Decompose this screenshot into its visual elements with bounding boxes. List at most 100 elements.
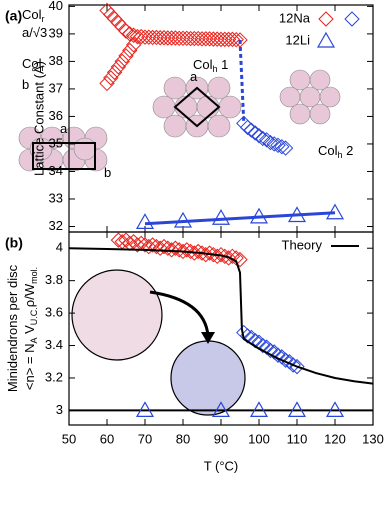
data-point — [287, 401, 307, 418]
data-point — [211, 401, 231, 418]
y-tick-label: 34 — [49, 163, 63, 178]
data-point — [186, 30, 203, 47]
x-tick-label: 90 — [214, 431, 228, 446]
data-point — [217, 31, 233, 48]
data-point — [152, 30, 168, 46]
data-point — [251, 127, 267, 144]
annotation-text: Col — [22, 56, 42, 71]
data-point — [129, 28, 146, 45]
data-point — [209, 31, 225, 47]
data-point — [186, 245, 203, 261]
y-tick-label: 37 — [49, 80, 63, 95]
annotation-text: b — [22, 77, 29, 92]
data-point — [144, 237, 161, 253]
annotation-subscript: r — [42, 14, 45, 24]
x-tick-label: 100 — [248, 431, 270, 446]
annotation: a — [190, 69, 198, 84]
data-point — [232, 32, 248, 48]
data-point — [213, 246, 229, 263]
data-point — [135, 213, 155, 229]
data-point — [270, 137, 286, 154]
annotation-text: 2 — [343, 143, 354, 158]
data-point — [224, 248, 241, 265]
data-point — [103, 6, 119, 23]
data-point — [122, 26, 138, 42]
annotation: b — [22, 77, 29, 92]
data-point — [114, 53, 130, 70]
data-point — [182, 30, 199, 47]
y-axis-label-part: <n> = N — [22, 343, 37, 390]
annotation-text: a — [60, 121, 68, 136]
data-point — [274, 138, 290, 155]
data-point — [228, 250, 244, 266]
data-point — [148, 29, 165, 46]
data-point — [135, 401, 155, 418]
data-point — [118, 48, 134, 64]
data-point — [99, 75, 115, 92]
annotation-text: a — [190, 69, 198, 84]
x-tick-label: 110 — [287, 431, 308, 446]
annotation-text: 1 — [218, 57, 229, 72]
data-point — [114, 19, 130, 35]
legend-symbol — [316, 31, 336, 48]
data-point — [228, 31, 244, 48]
y-axis-label-part: Minidendrons per disc — [5, 264, 20, 392]
data-point — [125, 37, 142, 53]
data-point — [129, 237, 146, 253]
data-point — [175, 243, 191, 260]
y-tick-label: 39 — [49, 25, 63, 40]
data-point — [262, 342, 279, 359]
y-tick-label: 35 — [49, 135, 63, 150]
data-point — [110, 15, 127, 31]
data-line — [144, 211, 336, 226]
data-point — [106, 64, 123, 81]
y-axis-label-part: V — [22, 325, 37, 338]
data-point — [167, 240, 184, 256]
data-point — [163, 30, 180, 46]
legend-symbol — [344, 11, 360, 27]
annotation-text: Col — [193, 57, 213, 72]
unit-cell — [32, 142, 96, 170]
y-tick-label: 38 — [49, 53, 63, 68]
annotation: Colh 1 — [193, 57, 228, 74]
panel-label: (a) — [5, 8, 22, 24]
y-tick-label: 3.2 — [45, 369, 63, 384]
annotation: a — [60, 121, 68, 136]
data-point — [160, 240, 176, 256]
data-point — [190, 243, 206, 260]
data-point — [325, 401, 345, 418]
data-point — [148, 238, 165, 255]
y-tick-label: 32 — [49, 218, 63, 233]
data-point — [201, 31, 218, 47]
data-point — [167, 30, 184, 46]
annotation: Colh 2 — [318, 143, 353, 160]
y-tick-label: 33 — [49, 190, 63, 205]
annotation-subscript: r — [42, 63, 45, 73]
y-axis-label: <n> = NA VU.C.ρ/Wmol. — [22, 267, 39, 390]
legend-label: 12Na — [279, 10, 311, 25]
data-point — [239, 119, 256, 136]
data-point — [255, 337, 271, 354]
data-point — [141, 238, 157, 255]
y-tick-label: 3.4 — [45, 337, 63, 352]
data-point — [205, 246, 222, 263]
annotation-text: Col — [318, 143, 338, 158]
legend-label: Theory — [282, 237, 323, 252]
data-point — [103, 70, 119, 86]
y-axis-label-part: mol. — [29, 267, 39, 284]
data-point — [258, 132, 275, 148]
x-tick-label: 60 — [100, 431, 114, 446]
annotation: Colr — [22, 7, 45, 24]
data-point — [213, 31, 229, 48]
x-tick-label: 50 — [62, 431, 76, 446]
legend-label: 12Li — [285, 32, 310, 47]
y-axis-label-part: U.C. — [29, 307, 39, 325]
unit-cell — [173, 86, 221, 128]
x-axis-label: T (°C) — [204, 458, 239, 473]
data-point — [179, 30, 195, 47]
data-point — [141, 29, 157, 45]
data-point — [190, 30, 206, 47]
data-point — [110, 59, 127, 75]
data-point — [255, 130, 271, 147]
panel-label: (b) — [5, 235, 23, 251]
